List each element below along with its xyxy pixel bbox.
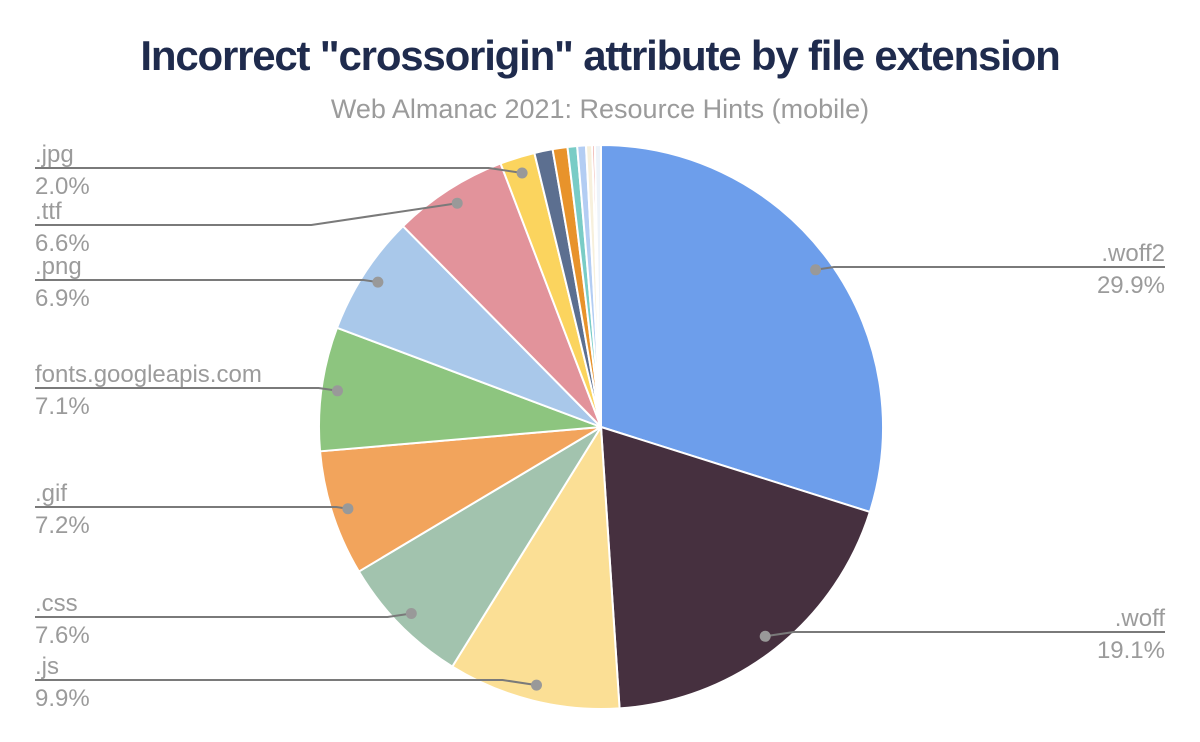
leader-line-woff	[765, 631, 1165, 638]
slice-label-js: .js 9.9%	[35, 653, 90, 712]
leader-line-js	[35, 679, 537, 687]
leader-dot-js	[531, 679, 542, 691]
slice-label-jpg: .jpg 2.0%	[35, 141, 90, 200]
slice-label-jpg-name: .jpg	[35, 141, 74, 168]
slice-label-gif: .gif 7.2%	[35, 480, 90, 539]
slice-label-js-pct: 9.9%	[35, 685, 90, 712]
slice-label-woff-name: .woff	[1114, 605, 1165, 632]
slice-label-ttf-name: .ttf	[35, 198, 62, 225]
leader-dot-woff	[759, 630, 771, 642]
leader-dot-gif	[342, 503, 354, 515]
pie-slice-woff2[interactable]	[600, 144, 884, 513]
slice-label-fonts-googleapis-name: fonts.googleapis.com	[35, 361, 262, 388]
slice-label-png-pct: 6.9%	[35, 285, 90, 312]
slice-label-woff2-name: .woff2	[1101, 240, 1165, 267]
leader-line-woff2	[815, 266, 1165, 271]
pie-slice-css[interactable]	[357, 426, 602, 668]
pie-slice-png[interactable]	[336, 225, 602, 428]
pie-slice-woff[interactable]	[600, 426, 871, 710]
pie-slice-gif[interactable]	[319, 426, 602, 573]
slice-label-css-pct: 7.6%	[35, 622, 90, 649]
pie-slice-js[interactable]	[451, 426, 621, 710]
slice-label-ttf-pct: 6.6%	[35, 230, 90, 257]
slice-label-css: .css 7.6%	[35, 590, 90, 649]
pie-slice-small-15[interactable]	[593, 144, 602, 428]
leader-dot-fonts-googleapis-com	[332, 385, 343, 397]
chart-title: Incorrect "crossorigin" attribute by fil…	[140, 32, 1060, 79]
leader-dot-css	[405, 608, 417, 619]
slice-label-gif-name: .gif	[35, 480, 68, 507]
slice-label-png-name: .png	[35, 253, 82, 280]
slice-label-fonts-googleapis: fonts.googleapis.com 7.1%	[35, 361, 262, 420]
pie-slice-ttf[interactable]	[402, 162, 602, 428]
leader-line-fonts-googleapis-com	[35, 387, 338, 392]
chart-header: Incorrect "crossorigin" attribute by fil…	[0, 0, 1200, 125]
leader-line-css	[35, 612, 412, 618]
slice-label-woff-pct: 19.1%	[1096, 637, 1165, 664]
leader-dot-ttf	[451, 197, 463, 209]
leader-dot-png	[372, 276, 384, 288]
slice-label-woff2: .woff2 29.9%	[1097, 240, 1165, 299]
slice-label-gif-pct: 7.2%	[35, 512, 90, 539]
slice-label-js-name: .js	[35, 653, 59, 680]
slice-label-css-name: .css	[35, 590, 78, 617]
leader-line-jpg	[35, 167, 523, 174]
leader-dot-woff2	[810, 264, 822, 276]
slice-label-ttf: .ttf 6.6%	[35, 198, 90, 257]
slice-label-jpg-pct: 2.0%	[35, 173, 90, 200]
slice-label-woff2-pct: 29.9%	[1096, 272, 1165, 299]
slice-label-png: .png 6.9%	[35, 253, 90, 312]
slice-label-fonts-googleapis-pct: 7.1%	[35, 393, 90, 420]
slice-label-woff: .woff 19.1%	[1097, 605, 1165, 664]
chart-subtitle: Web Almanac 2021: Resource Hints (mobile…	[330, 94, 870, 124]
leader-line-ttf	[35, 202, 458, 226]
leader-dot-jpg	[516, 167, 528, 179]
